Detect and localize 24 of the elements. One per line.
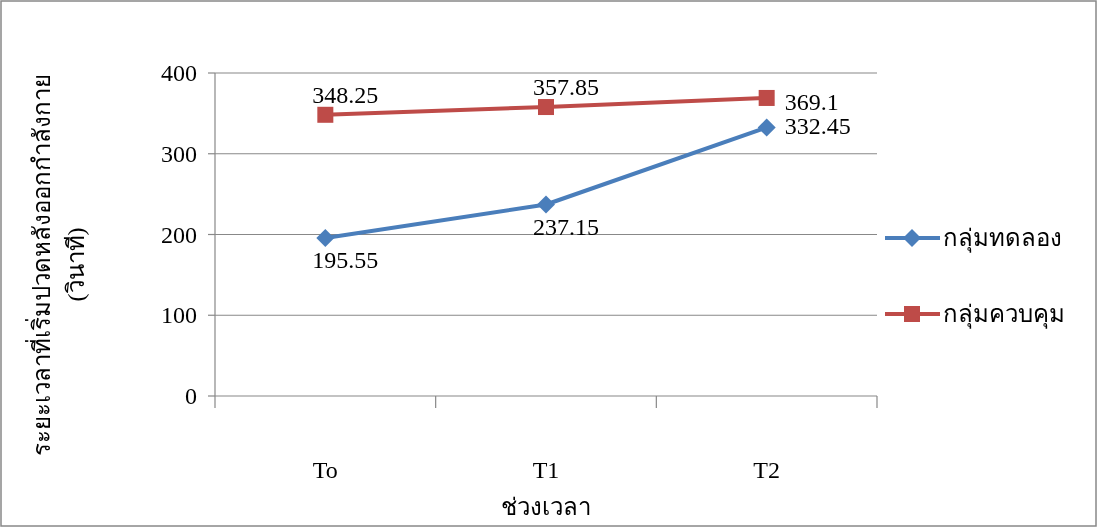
data-label: 357.85 bbox=[533, 74, 599, 101]
x-tick-label: T1 bbox=[532, 457, 560, 483]
y-tick-label: 400 bbox=[161, 60, 197, 86]
y-tick-label: 300 bbox=[161, 140, 197, 167]
y-tick-label: 0 bbox=[185, 383, 197, 409]
point bbox=[538, 99, 554, 116]
data-label: 237.15 bbox=[533, 213, 599, 240]
point bbox=[317, 106, 334, 123]
legend-label: กลุ่มควบคุม bbox=[943, 301, 1065, 329]
point bbox=[537, 195, 555, 214]
data-label: 332.45 bbox=[784, 112, 851, 139]
legend-label: กลุ่มทดลอง bbox=[943, 225, 1062, 253]
x-tick-label: T2 bbox=[753, 457, 780, 483]
x-axis-title: ช่วงเวลา bbox=[501, 494, 591, 520]
y-axis-title: ระยะเวลาที่เริ่มปวดหลังออกกำลังกาย (วินาที) bbox=[25, 73, 89, 456]
data-label: 348.25 bbox=[312, 81, 379, 108]
x-tick-label: To bbox=[312, 457, 338, 483]
y-tick-label: 100 bbox=[161, 302, 197, 329]
data-label: 369.1 bbox=[784, 88, 839, 115]
y-tick-label: 200 bbox=[161, 221, 197, 248]
point bbox=[316, 229, 335, 248]
point bbox=[758, 89, 775, 106]
data-label: 195.55 bbox=[312, 247, 379, 274]
point bbox=[757, 118, 776, 137]
